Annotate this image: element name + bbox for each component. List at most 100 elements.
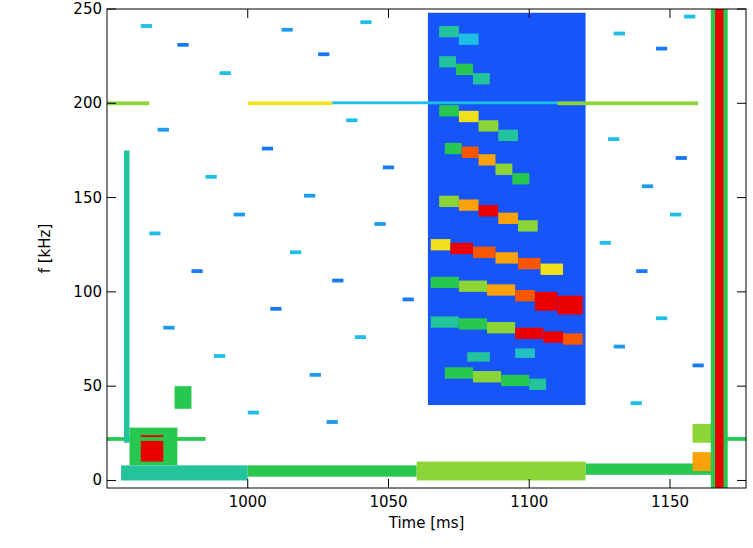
cell [383, 166, 394, 170]
y-tick-right [737, 386, 746, 387]
x-tick-label: 1150 [651, 493, 689, 511]
cell [459, 111, 479, 122]
cell [439, 26, 459, 37]
cell [431, 277, 459, 288]
cell [124, 150, 130, 442]
cell [467, 352, 490, 361]
y-axis-title: f [kHz] [36, 224, 54, 274]
cell [676, 156, 687, 160]
cell [304, 194, 315, 198]
cell [479, 120, 499, 131]
cell [456, 64, 473, 75]
y-tick-right [737, 291, 746, 292]
cell [498, 130, 518, 141]
frame [107, 9, 746, 488]
cell [439, 56, 456, 67]
cell [158, 128, 169, 132]
y-tick [107, 291, 116, 292]
cell [428, 13, 586, 405]
x-tick-top [529, 9, 530, 18]
cell [642, 184, 653, 188]
cell [220, 71, 231, 75]
x-tick [529, 479, 530, 488]
cell [563, 333, 583, 344]
cell [439, 105, 459, 116]
cell [248, 411, 259, 415]
cell [515, 290, 535, 301]
cell [248, 465, 417, 476]
cell [557, 296, 582, 315]
cell [656, 316, 667, 320]
cell [518, 258, 541, 269]
cell [431, 316, 459, 327]
cell [130, 428, 178, 466]
x-tick-top [247, 9, 248, 18]
y-tick-right [737, 480, 746, 481]
cell [355, 335, 366, 339]
cell [487, 284, 515, 295]
cell [535, 292, 558, 311]
cell [543, 331, 563, 342]
cell [512, 173, 529, 184]
cell [282, 28, 293, 32]
cell [290, 250, 301, 254]
cells [107, 9, 746, 488]
chart: 1000105011001150050100150200250Time [ms]… [0, 0, 753, 548]
cell [479, 154, 496, 165]
x-tick-top [388, 9, 389, 18]
cell [656, 47, 667, 51]
cell [487, 322, 515, 333]
cell [473, 73, 490, 84]
x-tick [247, 479, 248, 488]
cell [693, 364, 704, 368]
cell [518, 220, 538, 231]
y-tick-label: 200 [73, 94, 102, 112]
cell [175, 386, 192, 409]
cell [631, 401, 642, 405]
cell [149, 232, 160, 236]
cell [234, 213, 245, 217]
cell [191, 269, 202, 273]
cell [374, 222, 385, 226]
cell [515, 328, 543, 339]
y-tick [107, 480, 116, 481]
cell [332, 279, 343, 283]
cell [670, 213, 681, 217]
cell [318, 52, 329, 56]
cell [459, 281, 487, 292]
cell [403, 298, 414, 302]
cell [498, 213, 518, 224]
cell [262, 147, 273, 151]
cell [529, 379, 546, 390]
cell [107, 437, 206, 441]
cell [557, 101, 698, 105]
cell [473, 247, 496, 258]
cell [163, 326, 174, 330]
cell [327, 420, 338, 424]
x-tick-label: 1000 [229, 493, 267, 511]
cell [636, 269, 647, 273]
cell [310, 373, 321, 377]
y-tick-right [737, 103, 746, 104]
cell [417, 462, 586, 481]
cell [715, 9, 723, 488]
cell [614, 345, 625, 349]
x-tick [388, 479, 389, 488]
cell [462, 147, 479, 158]
cell [684, 15, 695, 19]
cell [450, 243, 473, 254]
x-tick-label: 1100 [510, 493, 548, 511]
y-tick-label: 50 [83, 377, 102, 395]
y-tick-label: 0 [92, 471, 102, 489]
cell [107, 101, 149, 105]
y-tick [107, 9, 116, 10]
cell [248, 101, 332, 105]
cell [214, 354, 225, 358]
cell [479, 205, 499, 216]
cell [541, 264, 564, 275]
cell [600, 241, 611, 245]
cell [459, 318, 487, 329]
cell [270, 307, 281, 311]
cell [431, 239, 451, 250]
cell [473, 371, 501, 382]
